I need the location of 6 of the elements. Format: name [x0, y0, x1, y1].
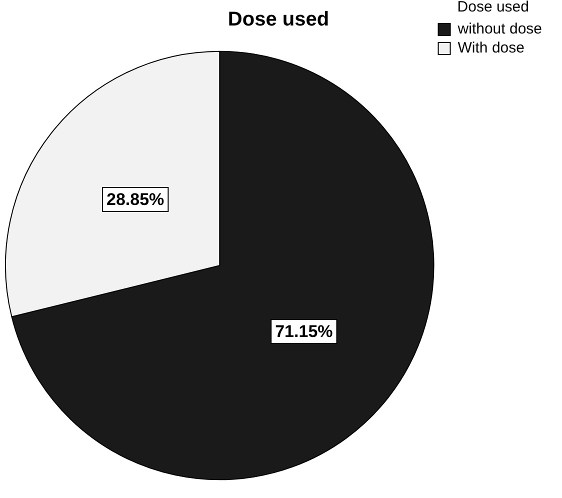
legend-title: Dose used: [457, 0, 529, 16]
data-label: 71.15%: [275, 322, 333, 342]
data-label: 28.85%: [106, 190, 164, 210]
legend-label: With dose: [458, 40, 524, 57]
legend-label: without dose: [456, 20, 542, 38]
chart-title: Dose used: [228, 8, 330, 31]
